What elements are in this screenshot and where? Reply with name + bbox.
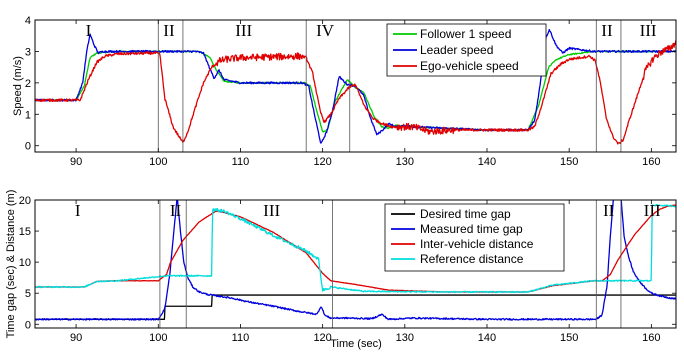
speed-x-ticks: 90 100 110 120 130 140 150 160 [70,20,661,168]
x-tick-label: 160 [642,332,660,344]
phase-label: IV [316,21,335,40]
y-tick-label: 20 [19,195,31,207]
legend-measured-gap-label: Measured time gap [420,222,523,236]
speed-series-group [35,28,676,145]
speed-legend: Follower 1 speed Leader speed Ego-vehicl… [386,23,547,77]
legend-leader-label: Leader speed [420,43,493,57]
speed-y-ticks: 0 1 2 3 4 [25,15,676,153]
x-tick-label: 150 [560,156,578,168]
gap-series-group [35,200,676,321]
series-line-reference-distance [35,203,676,294]
gap-x-axis-label: Time (sec) [330,338,382,350]
x-tick-label: 130 [396,156,414,168]
x-tick-label: 110 [232,332,250,344]
y-tick-label: 5 [25,288,31,300]
phase-label: III [640,21,657,40]
gap-plot-area [35,200,676,328]
x-tick-label: 150 [560,332,578,344]
gap-x-ticks: 90 100 110 120 130 140 150 160 [70,200,661,344]
legend-ego-label: Ego-vehicle speed [420,59,519,73]
speed-y-axis-label: Speed (m/s) [12,56,24,116]
phase-label: II [170,201,182,220]
x-tick-label: 140 [478,156,496,168]
x-tick-label: 100 [149,156,167,168]
gap-y-ticks: 0 5 10 15 20 [19,195,676,331]
y-tick-label: 3 [25,46,31,58]
gap-y-axis-label: Time gap (sec) & Distance (m) [5,190,17,339]
x-tick-label: 130 [396,332,414,344]
series-line-ego-vehicle-speed [35,40,676,145]
x-tick-label: 120 [313,332,331,344]
phase-label: II [163,21,175,40]
y-tick-label: 2 [25,78,31,90]
phase-label: III [644,201,661,220]
y-tick-label: 15 [19,226,31,238]
legend-intervehicle-label: Inter-vehicle distance [420,237,534,251]
phase-label: I [86,21,92,40]
y-tick-label: 1 [25,109,31,121]
x-tick-label: 90 [70,332,82,344]
x-tick-label: 110 [232,156,250,168]
phase-label: I [75,201,81,220]
phase-label: II [603,201,615,220]
x-tick-label: 160 [642,156,660,168]
legend-follower1-label: Follower 1 speed [420,27,511,41]
y-tick-label: 0 [25,319,31,331]
series-line-leader-speed [35,28,676,144]
phase-label: III [263,201,280,220]
x-tick-label: 140 [478,332,496,344]
y-tick-label: 0 [25,141,31,153]
gap-phase-boundaries [159,200,622,328]
speed-phase-boundaries [157,20,622,152]
legend-desired-gap-label: Desired time gap [420,207,511,221]
phase-label: II [601,21,613,40]
gap-legend: Desired time gap Measured time gap Inter… [384,203,565,272]
y-tick-label: 4 [25,15,31,27]
gap-legend-box [384,203,565,272]
phase-label: III [235,21,252,40]
legend-reference-label: Reference distance [420,252,524,266]
series-line-measured-time-gap [35,200,676,321]
x-tick-label: 100 [149,332,167,344]
y-tick-label: 10 [19,257,31,269]
speed-plot-frame [34,19,677,153]
gap-plot-frame [34,199,677,329]
x-tick-label: 120 [313,156,331,168]
x-tick-label: 90 [70,156,82,168]
